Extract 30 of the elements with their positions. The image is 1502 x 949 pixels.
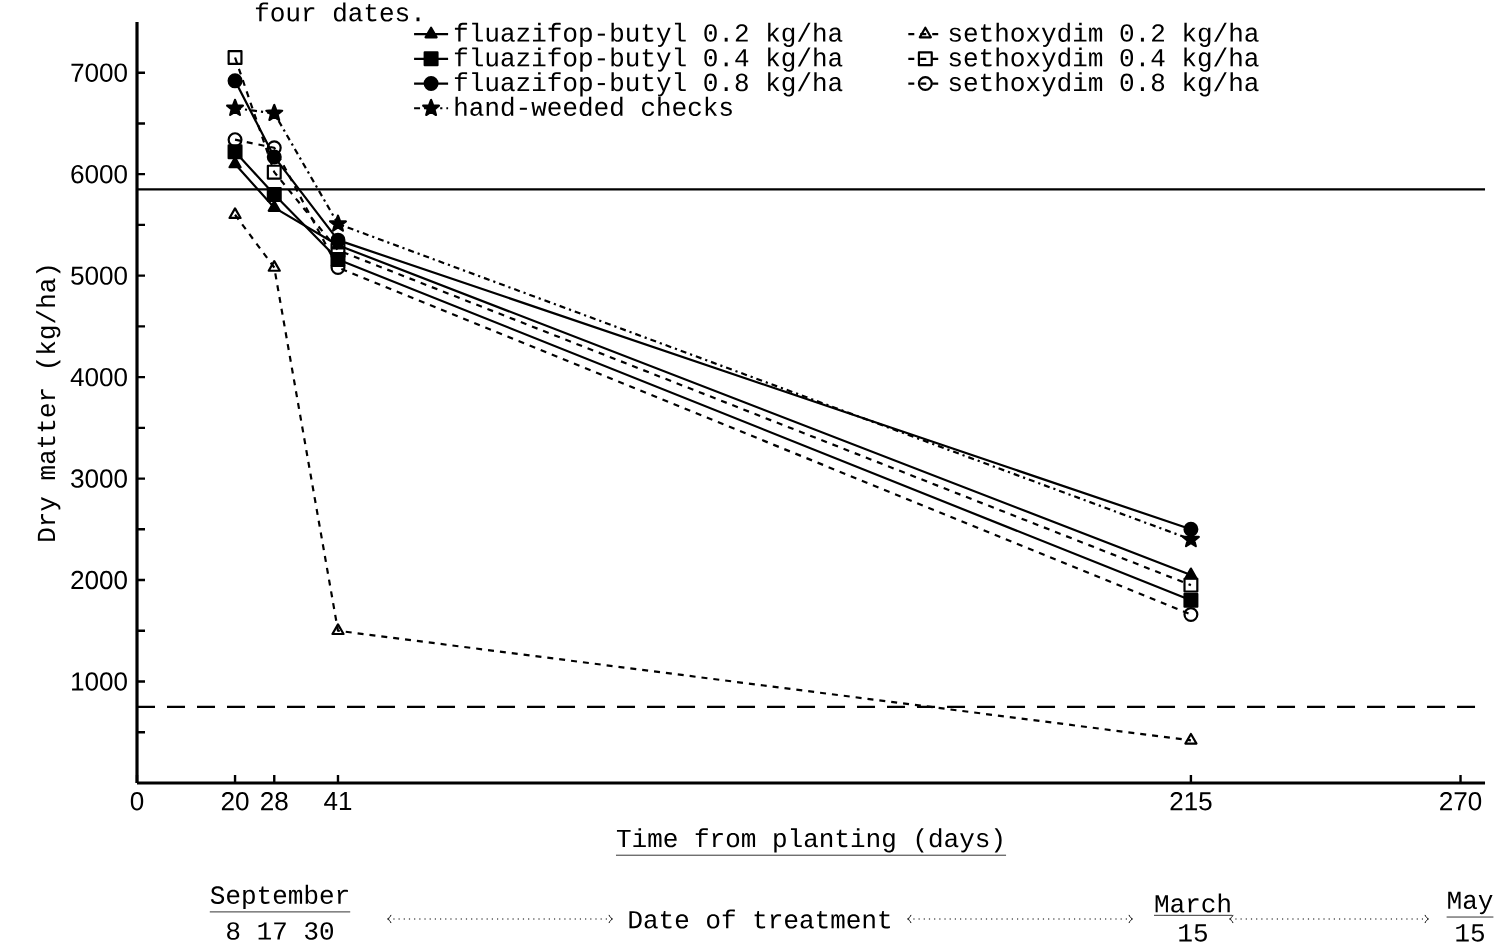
y-tick-label: 1000 bbox=[72, 672, 127, 691]
y-tick-label: 2000 bbox=[71, 570, 127, 590]
legend-label: fluazifop-butyl 0.2 kg/ha bbox=[454, 22, 843, 47]
text: Date of treatment bbox=[629, 909, 890, 929]
x-tick-label: 0 bbox=[130, 792, 144, 811]
legend-label: sethoxydim 0.2 kg/ha bbox=[949, 22, 1259, 47]
legend-label: fluazifop-butyl 0.4 kg/ha bbox=[454, 47, 843, 72]
legend-label: sethoxydim 0.4 kg/ha bbox=[949, 47, 1259, 72]
x-tick-label: 215 bbox=[1170, 792, 1212, 811]
y-tick-label: 7000 bbox=[71, 63, 127, 82]
x-tick-label: 270 bbox=[1440, 792, 1482, 811]
text: 15 bbox=[1456, 924, 1484, 942]
legend-label: sethoxydim 0.8 kg/ha bbox=[949, 72, 1259, 97]
text: 8 17 30 bbox=[227, 922, 333, 940]
text: March bbox=[1155, 893, 1230, 913]
x-tick-label: 28 bbox=[261, 792, 288, 811]
text: September bbox=[210, 884, 348, 910]
text: May bbox=[1448, 891, 1493, 915]
text: four dates. bbox=[255, 2, 420, 22]
legend-label: fluazifop-butyl 0.8 kg/ha bbox=[454, 72, 843, 97]
x-tick-label: 20 bbox=[221, 792, 249, 811]
x-axis-title: Time from planting (days) bbox=[616, 828, 1002, 853]
y-tick-label: 5000 bbox=[71, 266, 127, 285]
y-axis-title: Dry matter (kg/ha) bbox=[36, 266, 61, 541]
y-tick-label: 4000 bbox=[70, 367, 127, 387]
y-tick-label: 3000 bbox=[71, 469, 127, 488]
text: 15 bbox=[1179, 924, 1207, 942]
legend-label: hand-weeded checks bbox=[455, 96, 732, 117]
x-tick-label: 41 bbox=[324, 792, 352, 810]
y-tick-label: 6000 bbox=[71, 164, 127, 184]
